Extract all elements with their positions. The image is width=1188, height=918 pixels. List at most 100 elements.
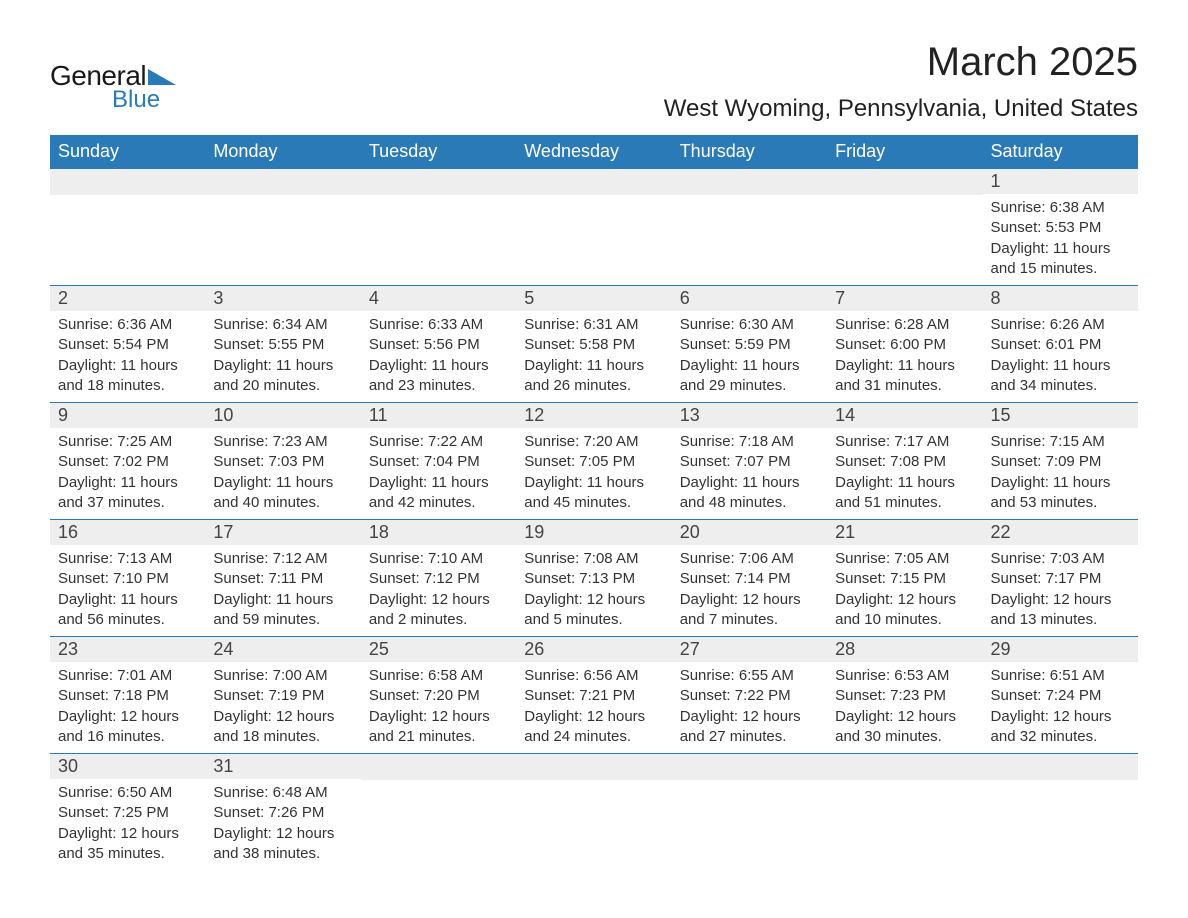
calendar-day-cell: 30Sunrise: 6:50 AMSunset: 7:25 PMDayligh…	[50, 754, 205, 871]
calendar-day-cell: 19Sunrise: 7:08 AMSunset: 7:13 PMDayligh…	[516, 520, 671, 637]
calendar-day-cell	[983, 754, 1138, 871]
day-number: 6	[672, 286, 827, 311]
sunset-text: Sunset: 6:00 PM	[835, 335, 974, 355]
day-number: 10	[205, 403, 360, 428]
day-number: 3	[205, 286, 360, 311]
day-data-empty	[827, 780, 982, 850]
daylight-text-2: and 42 minutes.	[369, 493, 508, 513]
daylight-text-1: Daylight: 12 hours	[680, 707, 819, 727]
sunrise-text: Sunrise: 7:00 AM	[213, 666, 352, 686]
day-number: 30	[50, 754, 205, 779]
day-data: Sunrise: 7:12 AMSunset: 7:11 PMDaylight:…	[205, 545, 360, 636]
calendar-day-cell: 31Sunrise: 6:48 AMSunset: 7:26 PMDayligh…	[205, 754, 360, 871]
calendar-day-cell: 26Sunrise: 6:56 AMSunset: 7:21 PMDayligh…	[516, 637, 671, 754]
weekday-header: Tuesday	[361, 135, 516, 169]
day-number: 1	[983, 169, 1138, 194]
sunset-text: Sunset: 7:13 PM	[524, 569, 663, 589]
day-data: Sunrise: 6:30 AMSunset: 5:59 PMDaylight:…	[672, 311, 827, 402]
sunrise-text: Sunrise: 7:25 AM	[58, 432, 197, 452]
sunrise-text: Sunrise: 7:01 AM	[58, 666, 197, 686]
day-number-empty	[672, 169, 827, 195]
day-data-empty	[516, 195, 671, 265]
day-data: Sunrise: 6:58 AMSunset: 7:20 PMDaylight:…	[361, 662, 516, 753]
daylight-text-1: Daylight: 11 hours	[58, 473, 197, 493]
day-data-empty	[516, 780, 671, 850]
day-number: 21	[827, 520, 982, 545]
calendar-day-cell: 13Sunrise: 7:18 AMSunset: 7:07 PMDayligh…	[672, 403, 827, 520]
sunrise-text: Sunrise: 7:12 AM	[213, 549, 352, 569]
sunset-text: Sunset: 7:18 PM	[58, 686, 197, 706]
day-data: Sunrise: 6:38 AMSunset: 5:53 PMDaylight:…	[983, 194, 1138, 285]
day-number: 27	[672, 637, 827, 662]
day-number: 9	[50, 403, 205, 428]
sunset-text: Sunset: 7:07 PM	[680, 452, 819, 472]
day-number: 15	[983, 403, 1138, 428]
calendar-day-cell: 16Sunrise: 7:13 AMSunset: 7:10 PMDayligh…	[50, 520, 205, 637]
weekday-header: Monday	[205, 135, 360, 169]
calendar-day-cell: 29Sunrise: 6:51 AMSunset: 7:24 PMDayligh…	[983, 637, 1138, 754]
day-number: 5	[516, 286, 671, 311]
daylight-text-1: Daylight: 11 hours	[213, 473, 352, 493]
day-data: Sunrise: 7:03 AMSunset: 7:17 PMDaylight:…	[983, 545, 1138, 636]
calendar-day-cell	[361, 169, 516, 286]
calendar-day-cell: 1Sunrise: 6:38 AMSunset: 5:53 PMDaylight…	[983, 169, 1138, 286]
calendar-day-cell: 2Sunrise: 6:36 AMSunset: 5:54 PMDaylight…	[50, 286, 205, 403]
calendar-day-cell: 21Sunrise: 7:05 AMSunset: 7:15 PMDayligh…	[827, 520, 982, 637]
sunset-text: Sunset: 7:23 PM	[835, 686, 974, 706]
sunrise-text: Sunrise: 7:15 AM	[991, 432, 1130, 452]
sunset-text: Sunset: 6:01 PM	[991, 335, 1130, 355]
calendar-day-cell: 8Sunrise: 6:26 AMSunset: 6:01 PMDaylight…	[983, 286, 1138, 403]
day-data: Sunrise: 6:26 AMSunset: 6:01 PMDaylight:…	[983, 311, 1138, 402]
calendar-day-cell: 7Sunrise: 6:28 AMSunset: 6:00 PMDaylight…	[827, 286, 982, 403]
sunset-text: Sunset: 7:22 PM	[680, 686, 819, 706]
day-data: Sunrise: 6:53 AMSunset: 7:23 PMDaylight:…	[827, 662, 982, 753]
day-data: Sunrise: 6:50 AMSunset: 7:25 PMDaylight:…	[50, 779, 205, 870]
sunset-text: Sunset: 7:26 PM	[213, 803, 352, 823]
daylight-text-2: and 31 minutes.	[835, 376, 974, 396]
day-data-empty	[361, 780, 516, 850]
sunrise-text: Sunrise: 6:50 AM	[58, 783, 197, 803]
daylight-text-1: Daylight: 11 hours	[835, 356, 974, 376]
sunrise-text: Sunrise: 6:28 AM	[835, 315, 974, 335]
daylight-text-2: and 40 minutes.	[213, 493, 352, 513]
sunset-text: Sunset: 7:14 PM	[680, 569, 819, 589]
daylight-text-2: and 37 minutes.	[58, 493, 197, 513]
daylight-text-1: Daylight: 12 hours	[369, 707, 508, 727]
weekday-header: Sunday	[50, 135, 205, 169]
daylight-text-1: Daylight: 11 hours	[213, 356, 352, 376]
sunrise-text: Sunrise: 6:56 AM	[524, 666, 663, 686]
daylight-text-1: Daylight: 12 hours	[58, 707, 197, 727]
daylight-text-1: Daylight: 11 hours	[213, 590, 352, 610]
calendar-day-cell	[50, 169, 205, 286]
day-data: Sunrise: 6:36 AMSunset: 5:54 PMDaylight:…	[50, 311, 205, 402]
sunset-text: Sunset: 7:09 PM	[991, 452, 1130, 472]
daylight-text-2: and 27 minutes.	[680, 727, 819, 747]
day-data: Sunrise: 7:25 AMSunset: 7:02 PMDaylight:…	[50, 428, 205, 519]
calendar-day-cell: 22Sunrise: 7:03 AMSunset: 7:17 PMDayligh…	[983, 520, 1138, 637]
day-data: Sunrise: 7:22 AMSunset: 7:04 PMDaylight:…	[361, 428, 516, 519]
daylight-text-1: Daylight: 12 hours	[835, 707, 974, 727]
daylight-text-2: and 18 minutes.	[213, 727, 352, 747]
calendar-day-cell: 9Sunrise: 7:25 AMSunset: 7:02 PMDaylight…	[50, 403, 205, 520]
daylight-text-1: Daylight: 12 hours	[524, 707, 663, 727]
day-data: Sunrise: 7:06 AMSunset: 7:14 PMDaylight:…	[672, 545, 827, 636]
daylight-text-2: and 45 minutes.	[524, 493, 663, 513]
sunset-text: Sunset: 7:04 PM	[369, 452, 508, 472]
daylight-text-2: and 48 minutes.	[680, 493, 819, 513]
logo-text-blue: Blue	[112, 86, 176, 114]
daylight-text-1: Daylight: 11 hours	[524, 473, 663, 493]
day-number: 4	[361, 286, 516, 311]
day-number-empty	[516, 169, 671, 195]
sunrise-text: Sunrise: 6:48 AM	[213, 783, 352, 803]
daylight-text-2: and 13 minutes.	[991, 610, 1130, 630]
day-data: Sunrise: 6:51 AMSunset: 7:24 PMDaylight:…	[983, 662, 1138, 753]
day-number-empty	[827, 169, 982, 195]
day-number: 22	[983, 520, 1138, 545]
sunrise-text: Sunrise: 6:26 AM	[991, 315, 1130, 335]
sunset-text: Sunset: 7:03 PM	[213, 452, 352, 472]
calendar-day-cell: 17Sunrise: 7:12 AMSunset: 7:11 PMDayligh…	[205, 520, 360, 637]
location-subtitle: West Wyoming, Pennsylvania, United State…	[664, 95, 1138, 123]
day-data: Sunrise: 7:23 AMSunset: 7:03 PMDaylight:…	[205, 428, 360, 519]
day-number: 28	[827, 637, 982, 662]
day-number: 29	[983, 637, 1138, 662]
